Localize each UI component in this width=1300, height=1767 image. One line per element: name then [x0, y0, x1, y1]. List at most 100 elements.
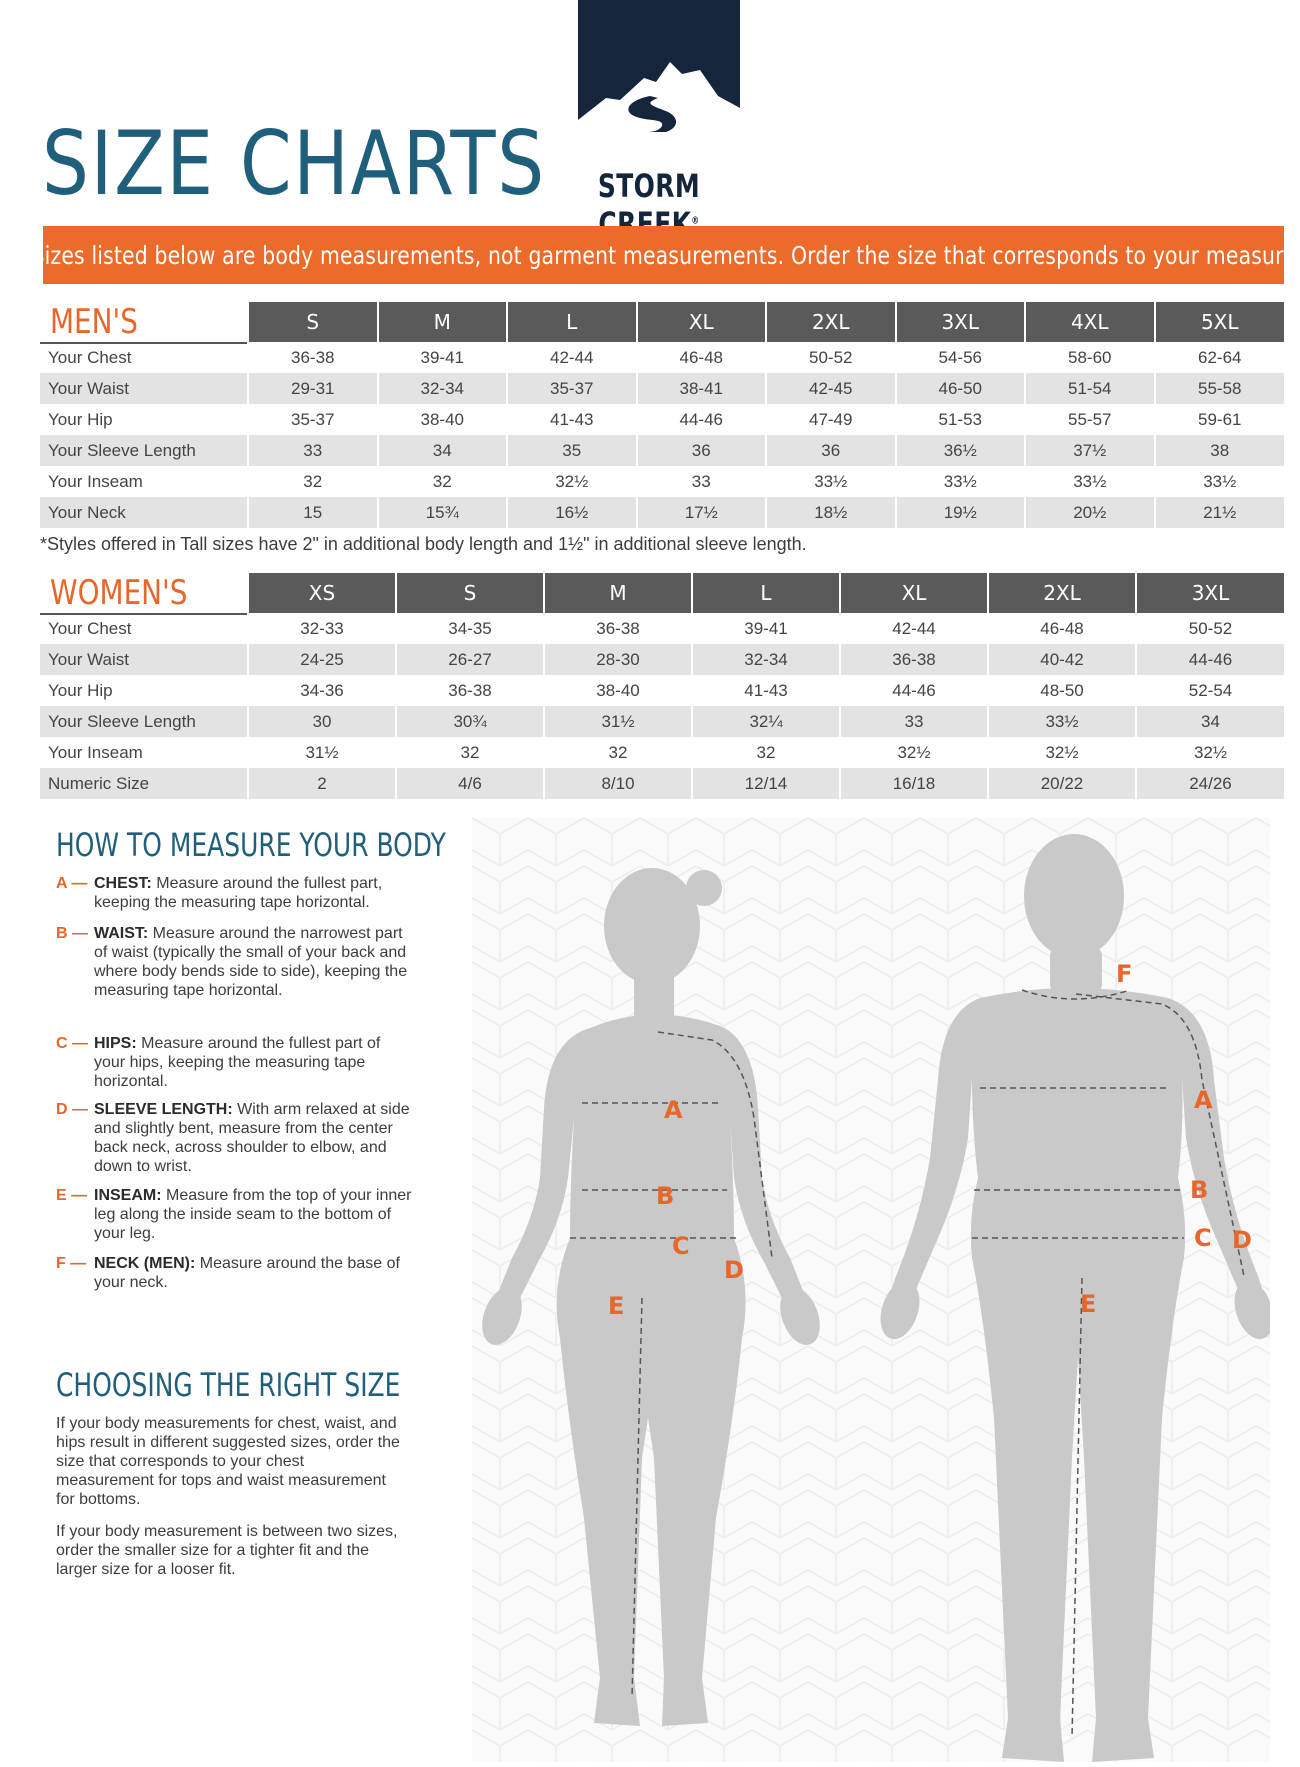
instruction-body: WAIST: Measure around the narrowest part…: [94, 924, 414, 1000]
male-label-e: E: [1080, 1290, 1096, 1318]
table-cell: 32½: [839, 737, 988, 768]
row-label: Numeric Size: [40, 768, 248, 799]
table-cell: 41-43: [691, 675, 840, 706]
size-header: L: [506, 302, 637, 342]
table-cell: 20½: [1024, 497, 1155, 528]
female-label-a: A: [664, 1096, 683, 1124]
size-header: 3XL: [1135, 573, 1284, 613]
table-cell: 59-61: [1153, 404, 1284, 435]
table-row: Your Inseam 31½ 32 32 32 32½ 32½ 32½: [40, 737, 1284, 768]
table-cell: 32-33: [247, 613, 396, 644]
table-cell: 34: [376, 435, 507, 466]
table-cell: 32½: [1135, 737, 1284, 768]
table-cell: 34-35: [395, 613, 544, 644]
size-header: S: [395, 573, 544, 613]
table-cell: 44-46: [839, 675, 988, 706]
table-cell: 39-41: [376, 342, 507, 373]
table-cell: 36-38: [395, 675, 544, 706]
table-cell: 36-38: [543, 613, 692, 644]
table-cell: 44-46: [1135, 644, 1284, 675]
table-cell: 28-30: [543, 644, 692, 675]
table-cell: 55-57: [1024, 404, 1155, 435]
table-cell: 32-34: [376, 373, 507, 404]
womens-label-rule: [40, 613, 248, 615]
table-cell: 32: [543, 737, 692, 768]
table-cell: 24-25: [247, 644, 396, 675]
table-cell: 36-38: [247, 342, 378, 373]
table-row: Your Chest 36-38 39-41 42-44 46-48 50-52 54-56…: [40, 342, 1284, 373]
row-label: Your Chest: [48, 347, 132, 367]
table-cell: 8/10: [543, 768, 692, 799]
mountain-logo-icon: [578, 62, 740, 132]
row-label: Your Neck: [40, 497, 248, 528]
instruction-body: HIPS: Measure around the fullest part of…: [94, 1034, 414, 1091]
instruction-text: Measure around the fullest part of your …: [94, 1035, 381, 1090]
size-header: 4XL: [1024, 302, 1155, 342]
table-cell: 32: [247, 466, 378, 497]
choosing-heading: CHOOSING THE RIGHT SIZE: [56, 1366, 401, 1404]
table-cell: 42-45: [765, 373, 896, 404]
mens-label-rule: [40, 342, 248, 344]
table-cell: 44-46: [635, 404, 766, 435]
male-silhouette: [880, 834, 1274, 1762]
instruction-item: B — WAIST: Measure around the narrowest p…: [56, 924, 414, 1000]
row-label: Your Sleeve Length: [40, 706, 248, 737]
header-spacer: [40, 573, 248, 613]
table-cell: 33: [247, 435, 378, 466]
table-cell: 32: [395, 737, 544, 768]
male-measure-lines: [972, 989, 1245, 1739]
table-cell: 36: [635, 435, 766, 466]
table-cell: 51-53: [894, 404, 1025, 435]
page-title: SIZE CHARTS: [42, 112, 546, 215]
female-label-c: C: [672, 1232, 690, 1260]
table-cell: 32: [376, 466, 507, 497]
table-cell: 54-56: [894, 342, 1025, 373]
table-cell: 41-43: [506, 404, 637, 435]
instruction-name: NECK (MEN):: [94, 1255, 196, 1272]
how-to-measure-heading: HOW TO MEASURE YOUR BODY: [56, 826, 446, 864]
table-cell: 62-64: [1153, 342, 1284, 373]
instruction-name: WAIST:: [94, 925, 149, 942]
instruction-name: INSEAM:: [94, 1187, 162, 1204]
table-cell: 46-50: [894, 373, 1025, 404]
table-cell: 33½: [1153, 466, 1284, 497]
row-label: Your Hip: [48, 680, 113, 700]
table-cell: 46-48: [987, 613, 1136, 644]
body-measurement-figure: A B C D E F A B C D E: [472, 818, 1274, 1762]
table-cell: 32½: [987, 737, 1136, 768]
table-cell: 15: [247, 497, 378, 528]
table-cell: 24/26: [1135, 768, 1284, 799]
table-row: Your Chest 32-33 34-35 36-38 39-41 42-44 46-48…: [40, 613, 1284, 644]
table-cell: 33½: [1024, 466, 1155, 497]
table-cell: 52-54: [1135, 675, 1284, 706]
instruction-item: E — INSEAM: Measure from the top of your …: [56, 1186, 414, 1243]
male-label-b: B: [1190, 1176, 1208, 1204]
male-label-f: F: [1116, 960, 1132, 988]
instruction-letter: E —: [56, 1187, 88, 1204]
table-cell: 38-40: [543, 675, 692, 706]
table-cell: 58-60: [1024, 342, 1155, 373]
instruction-item: D — SLEEVE LENGTH: With arm relaxed at si…: [56, 1100, 414, 1176]
table-cell: 26-27: [395, 644, 544, 675]
note-banner: NOTE: Sizes listed below are body measur…: [43, 226, 1284, 284]
table-cell: 29-31: [247, 373, 378, 404]
table-cell: 36-38: [839, 644, 988, 675]
instruction-name: CHEST:: [94, 875, 152, 892]
table-row: Numeric Size 2 4/6 8/10 12/14 16/18 20/22 24/26: [40, 768, 1284, 799]
table-cell: 38-41: [635, 373, 766, 404]
table-cell: 16/18: [839, 768, 988, 799]
table-cell: 33½: [894, 466, 1025, 497]
table-cell: 32-34: [691, 644, 840, 675]
table-cell: 19½: [894, 497, 1025, 528]
instruction-body: INSEAM: Measure from the top of your inn…: [94, 1186, 414, 1243]
instruction-item: C — HIPS: Measure around the fullest part…: [56, 1034, 414, 1091]
female-label-e: E: [608, 1292, 624, 1320]
choosing-paragraph-1: If your body measurements for chest, wai…: [56, 1415, 400, 1508]
table-row: Your Sleeve Length 33 34 35 36 36 36½ 37½ 38: [40, 435, 1284, 466]
table-cell: 32: [691, 737, 840, 768]
instruction-text: Measure from the top of your inner leg a…: [94, 1187, 412, 1242]
row-label: Your Hip: [48, 409, 113, 429]
table-cell: 38-40: [376, 404, 507, 435]
row-label: Your Inseam: [48, 471, 143, 491]
instruction-body: CHEST: Measure around the fullest part, …: [94, 874, 414, 912]
